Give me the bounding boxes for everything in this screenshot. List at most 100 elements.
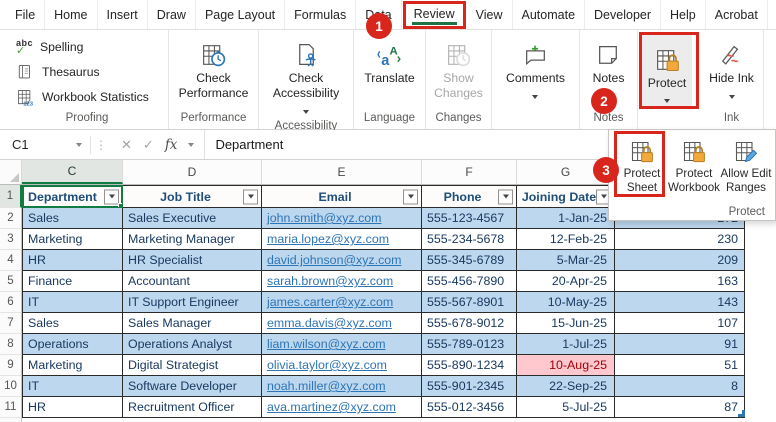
email-link[interactable]: james.carter@xyz.com bbox=[267, 295, 394, 309]
cell-job-title[interactable]: Operations Analyst bbox=[123, 334, 262, 355]
cell-value[interactable]: 107 bbox=[615, 313, 745, 334]
filter-button[interactable] bbox=[243, 189, 258, 204]
allow-edit-ranges-button[interactable]: Allow Edit Ranges bbox=[720, 133, 772, 194]
email-link[interactable]: maria.lopez@xyz.com bbox=[267, 232, 390, 246]
tab-insert[interactable]: Insert bbox=[98, 0, 148, 29]
cell-joining-date-highlighted[interactable]: 10-Aug-25 bbox=[517, 355, 615, 376]
check-accessibility-button[interactable]: Check Accessibility bbox=[259, 33, 353, 118]
cell-email[interactable]: ava.martinez@xyz.com bbox=[262, 397, 422, 418]
email-link[interactable]: olivia.taylor@xyz.com bbox=[267, 358, 387, 372]
cell-joining-date[interactable]: 5-Mar-25 bbox=[517, 250, 615, 271]
column-header-f[interactable]: F bbox=[422, 160, 517, 184]
cell-department[interactable]: Operations bbox=[22, 334, 123, 355]
cell-phone[interactable]: 555-012-3456 bbox=[422, 397, 517, 418]
show-changes-button[interactable]: Show Changes bbox=[426, 33, 491, 101]
cell-job-title[interactable]: Accountant bbox=[123, 271, 262, 292]
filter-button[interactable] bbox=[403, 189, 418, 204]
cell-department[interactable]: Sales bbox=[22, 313, 123, 334]
filter-button[interactable] bbox=[498, 189, 513, 204]
tab-draw[interactable]: Draw bbox=[148, 0, 196, 29]
row-header[interactable]: 9 bbox=[0, 355, 22, 376]
filter-button[interactable] bbox=[596, 189, 611, 204]
cell-value[interactable]: 91 bbox=[615, 334, 745, 355]
cell-job-title[interactable]: Sales Manager bbox=[123, 313, 262, 334]
cell-value[interactable]: 230 bbox=[615, 229, 745, 250]
cell-department[interactable]: Marketing bbox=[22, 229, 123, 250]
tab-acrobat[interactable]: Acrobat bbox=[706, 0, 768, 29]
row-header[interactable]: 2 bbox=[0, 208, 22, 229]
cell-phone[interactable]: 555-123-4567 bbox=[422, 208, 517, 229]
cell-value[interactable]: 143 bbox=[615, 292, 745, 313]
protect-workbook-button[interactable]: Protect Workbook bbox=[668, 133, 720, 194]
tab-file[interactable]: File bbox=[6, 0, 46, 29]
cell-phone[interactable]: 555-345-6789 bbox=[422, 250, 517, 271]
cell-value[interactable]: 209 bbox=[615, 250, 745, 271]
cancel-icon[interactable]: ✕ bbox=[121, 136, 132, 152]
cell-job-title[interactable]: IT Support Engineer bbox=[123, 292, 262, 313]
cell-job-title[interactable]: Marketing Manager bbox=[123, 229, 262, 250]
email-link[interactable]: david.johnson@xyz.com bbox=[267, 253, 402, 267]
row-header[interactable]: 11 bbox=[0, 397, 22, 418]
cell-email[interactable]: john.smith@xyz.com bbox=[262, 208, 422, 229]
name-box[interactable]: C1 bbox=[4, 133, 90, 157]
row-header-1[interactable]: 1 bbox=[0, 185, 22, 208]
cell-phone[interactable]: 555-901-2345 bbox=[422, 376, 517, 397]
cell-email[interactable]: david.johnson@xyz.com bbox=[262, 250, 422, 271]
comments-button[interactable]: Comments bbox=[501, 33, 570, 103]
tab-help[interactable]: Help bbox=[661, 0, 706, 29]
cell-email[interactable]: maria.lopez@xyz.com bbox=[262, 229, 422, 250]
insert-function-icon[interactable]: fx bbox=[164, 136, 178, 153]
column-header-e[interactable]: E bbox=[262, 160, 422, 184]
row-header[interactable]: 5 bbox=[0, 271, 22, 292]
tab-developer[interactable]: Developer bbox=[585, 0, 662, 29]
row-header[interactable]: 4 bbox=[0, 250, 22, 271]
cell-job-title[interactable]: Software Developer bbox=[123, 376, 262, 397]
cell-value[interactable]: 163 bbox=[615, 271, 745, 292]
cell-phone[interactable]: 555-890-1234 bbox=[422, 355, 517, 376]
tab-formulas[interactable]: Formulas bbox=[285, 0, 357, 29]
cell-email[interactable]: olivia.taylor@xyz.com bbox=[262, 355, 422, 376]
cell-joining-date[interactable]: 20-Apr-25 bbox=[517, 271, 615, 292]
cell-email[interactable]: noah.miller@xyz.com bbox=[262, 376, 422, 397]
fill-handle[interactable] bbox=[118, 203, 122, 207]
translate-button[interactable]: Translate bbox=[359, 33, 419, 86]
cell-phone[interactable]: 555-567-8901 bbox=[422, 292, 517, 313]
spelling-button[interactable]: abc ✓ Spelling bbox=[16, 37, 84, 57]
column-header-d[interactable]: D bbox=[123, 160, 262, 184]
cell-phone[interactable]: 555-234-5678 bbox=[422, 229, 517, 250]
cell-joining-date[interactable]: 1-Jul-25 bbox=[517, 334, 615, 355]
cell-department[interactable]: HR bbox=[22, 250, 123, 271]
cell-d1-job-title-header[interactable]: Job Title bbox=[123, 185, 262, 208]
cell-joining-date[interactable]: 1-Jan-25 bbox=[517, 208, 615, 229]
email-link[interactable]: john.smith@xyz.com bbox=[267, 211, 382, 225]
protect-button[interactable]: Protect bbox=[642, 35, 692, 106]
cell-department[interactable]: IT bbox=[22, 376, 123, 397]
cell-e1-email-header[interactable]: Email bbox=[262, 185, 422, 208]
column-header-c[interactable]: C bbox=[22, 160, 123, 184]
tab-table-design[interactable]: Table Design bbox=[768, 0, 776, 29]
cell-email[interactable]: sarah.brown@xyz.com bbox=[262, 271, 422, 292]
cell-value[interactable]: 51 bbox=[615, 355, 745, 376]
cell-value[interactable]: 87 bbox=[615, 397, 745, 418]
cell-phone[interactable]: 555-456-7890 bbox=[422, 271, 517, 292]
row-header[interactable]: 8 bbox=[0, 334, 22, 355]
cell-department[interactable]: Finance bbox=[22, 271, 123, 292]
tab-page-layout[interactable]: Page Layout bbox=[196, 0, 286, 29]
cell-email[interactable]: james.carter@xyz.com bbox=[262, 292, 422, 313]
cell-email[interactable]: emma.davis@xyz.com bbox=[262, 313, 422, 334]
email-link[interactable]: emma.davis@xyz.com bbox=[267, 316, 392, 330]
cell-joining-date[interactable]: 5-Jul-25 bbox=[517, 397, 615, 418]
row-header[interactable]: 7 bbox=[0, 313, 22, 334]
cell-f1-phone-header[interactable]: Phone bbox=[422, 185, 517, 208]
cell-joining-date[interactable]: 10-May-25 bbox=[517, 292, 615, 313]
table-resize-handle[interactable] bbox=[738, 410, 745, 417]
row-header[interactable]: 6 bbox=[0, 292, 22, 313]
cell-department[interactable]: Marketing bbox=[22, 355, 123, 376]
tab-home[interactable]: Home bbox=[45, 0, 98, 29]
row-header[interactable]: 3 bbox=[0, 229, 22, 250]
email-link[interactable]: liam.wilson@xyz.com bbox=[267, 337, 386, 351]
cell-email[interactable]: liam.wilson@xyz.com bbox=[262, 334, 422, 355]
tab-automate[interactable]: Automate bbox=[513, 0, 586, 29]
enter-icon[interactable]: ✓ bbox=[142, 136, 154, 152]
row-header[interactable]: 12 bbox=[0, 418, 22, 422]
